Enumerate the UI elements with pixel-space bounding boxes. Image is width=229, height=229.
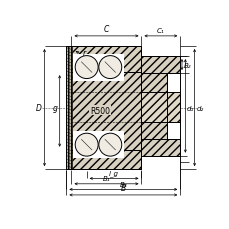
- Text: C: C: [103, 25, 109, 33]
- Bar: [71, 73, 141, 150]
- Text: B₁: B₁: [102, 175, 110, 181]
- Circle shape: [98, 56, 121, 79]
- Bar: [141, 139, 180, 156]
- Bar: [141, 92, 180, 122]
- Text: B₂: B₂: [183, 62, 190, 68]
- Text: d₁: d₁: [186, 105, 194, 111]
- Bar: [141, 74, 166, 139]
- Text: R500: R500: [90, 106, 110, 115]
- Circle shape: [75, 56, 98, 79]
- Text: d₂: d₂: [196, 105, 203, 111]
- Circle shape: [75, 134, 98, 156]
- Bar: [141, 57, 180, 74]
- Text: l_g: l_g: [109, 169, 119, 176]
- Text: B₄: B₄: [119, 181, 127, 187]
- Text: B: B: [120, 184, 125, 193]
- Bar: [73, 54, 100, 81]
- Bar: [96, 131, 123, 158]
- Bar: [73, 131, 100, 158]
- Text: D: D: [36, 104, 42, 113]
- Text: r: r: [82, 49, 85, 58]
- Bar: [66, 47, 71, 169]
- Text: g: g: [53, 104, 58, 113]
- Circle shape: [98, 134, 121, 156]
- Bar: [96, 54, 123, 81]
- Text: C₁: C₁: [156, 27, 164, 33]
- Bar: [71, 150, 141, 169]
- Bar: [71, 47, 141, 73]
